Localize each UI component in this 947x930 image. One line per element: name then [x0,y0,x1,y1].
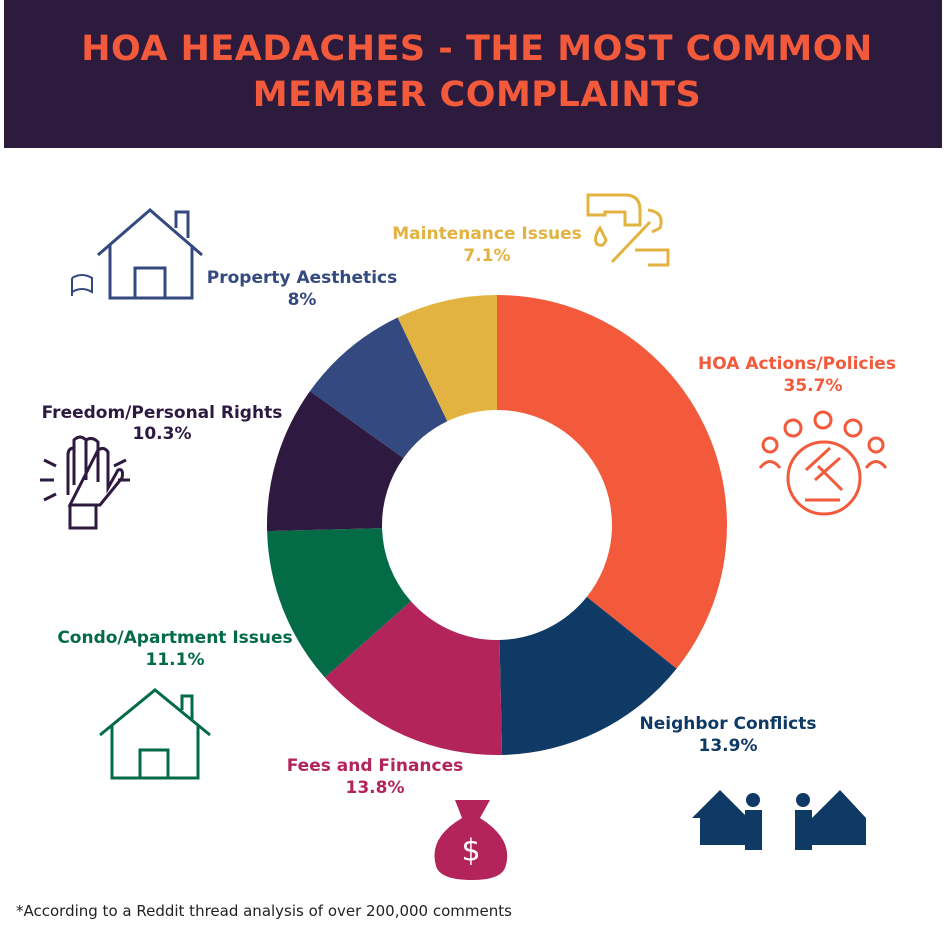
donut-slice [499,596,677,755]
slice-value-label: 13.8% [346,778,405,798]
icons: $ [40,193,888,880]
slice-value-label: 7.1% [463,246,510,266]
slice-value-label: 10.3% [133,424,192,444]
slice-label: Property Aesthetics [207,268,397,288]
footnote: *According to a Reddit thread analysis o… [16,902,512,920]
slice-label: Neighbor Conflicts [639,714,816,734]
slice-label: HOA Actions/Policies [698,354,896,374]
chart-title: HOA HEADACHES - THE MOST COMMON MEMBER C… [81,29,873,115]
donut-slice [397,295,497,422]
slice-value-label: 11.1% [146,650,205,670]
slice-label: Freedom/Personal Rights [42,403,283,423]
donut-slice [266,391,404,532]
slice-label: Maintenance Issues [392,224,582,244]
header-band: HOA HEADACHES - THE MOST COMMON MEMBER C… [4,0,942,148]
house-icon [71,208,203,300]
slice-value-label: 8% [288,290,317,310]
slice-value-label: 35.7% [784,376,843,396]
donut-slice [324,601,503,755]
hand-icon [40,435,130,530]
slice-label: Fees and Finances [287,756,464,776]
donut-slice [267,528,411,678]
slice-value-label: 13.9% [699,736,758,756]
tools-icon [586,193,670,267]
gavel-icon [758,410,888,516]
donut-slice [309,317,448,459]
condo-icon [99,688,211,780]
conflict-icon [692,790,866,850]
money-bag-icon: $ [434,800,508,880]
slice-label: Condo/Apartment Issues [57,628,292,648]
svg-text:$: $ [461,834,480,869]
donut-slice [497,295,727,669]
